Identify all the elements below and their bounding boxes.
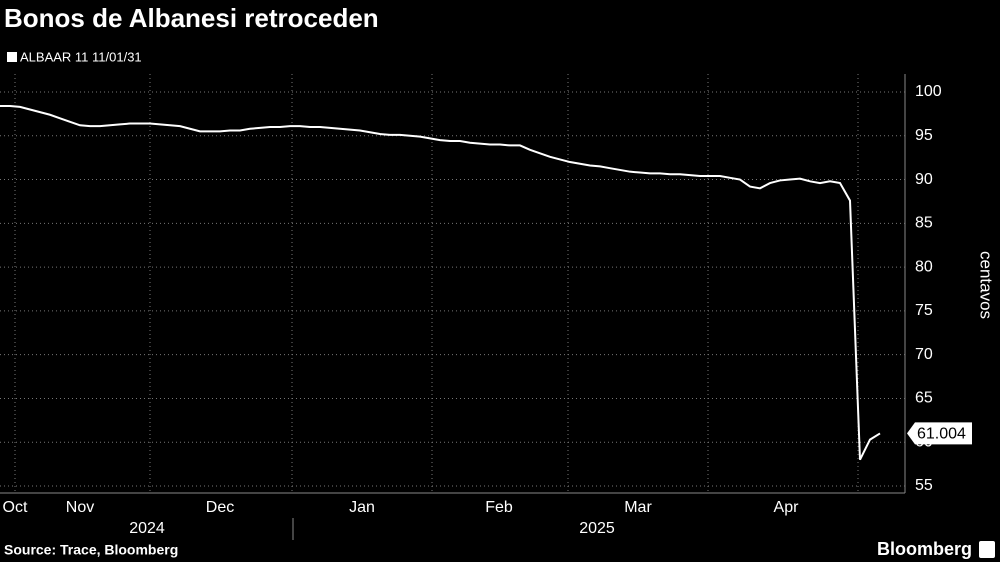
x-tick-label: Oct xyxy=(3,499,28,516)
year-label: 2025 xyxy=(579,520,615,537)
brand-icon xyxy=(979,541,995,558)
value-callout xyxy=(907,422,972,445)
y-tick-label: 90 xyxy=(915,171,933,188)
line xyxy=(0,105,881,461)
y-tick-label: 100 xyxy=(915,83,942,100)
x-tick-label: Apr xyxy=(774,499,800,516)
y-tick-label: 70 xyxy=(915,346,933,363)
y-tick-label: 55 xyxy=(915,477,933,494)
y-axis-label: centavos xyxy=(977,251,996,319)
x-tick-label: Mar xyxy=(624,499,652,516)
y-tick-label: 75 xyxy=(915,302,933,319)
source-note: Source: Trace, Bloomberg xyxy=(4,542,178,558)
x-tick-label: Nov xyxy=(66,499,94,516)
last-value-label: 61.004 xyxy=(917,426,966,443)
y-tick-label: 80 xyxy=(915,258,933,275)
chart-title: Bonos de Albanesi retroceden xyxy=(4,3,379,33)
x-tick-label: Feb xyxy=(485,499,513,516)
x-tick-label: Dec xyxy=(206,499,234,516)
y-tick-label: 85 xyxy=(915,215,933,232)
brand: Bloomberg xyxy=(877,539,972,559)
year-label: 2024 xyxy=(129,520,165,537)
y-tick-label: 65 xyxy=(915,390,933,407)
legend-label: ALBAAR 11 11/01/31 xyxy=(20,49,142,64)
legend-swatch xyxy=(7,52,17,62)
x-tick-label: Jan xyxy=(349,499,375,516)
y-tick-label: 95 xyxy=(915,127,933,144)
